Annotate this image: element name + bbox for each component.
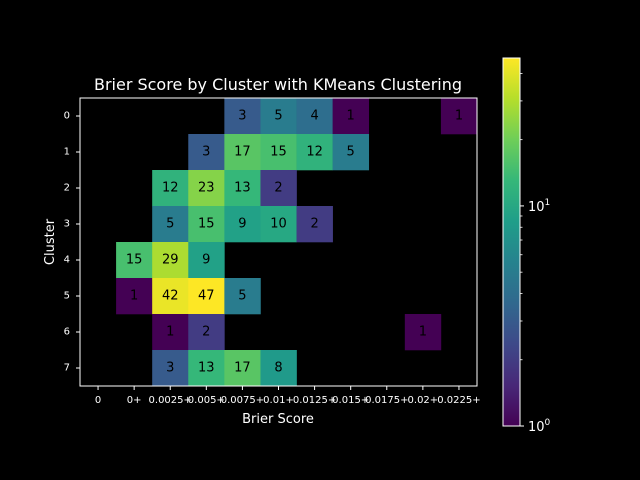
x-tick-label: 0.0075+ bbox=[221, 395, 264, 406]
colorbar-tick-label: 100 bbox=[528, 418, 551, 435]
heatmap-cell bbox=[332, 134, 370, 171]
cell-value-label: 5 bbox=[347, 145, 355, 160]
y-tick-label: 5 bbox=[64, 291, 70, 302]
heatmap-cell bbox=[188, 170, 225, 207]
heatmap-cell bbox=[440, 98, 478, 135]
heatmap-cell bbox=[152, 350, 189, 387]
colorbar-tick-label: 101 bbox=[528, 198, 550, 215]
cell-value-label: 8 bbox=[274, 361, 282, 376]
heatmap-cell bbox=[152, 170, 189, 207]
colorbar: 100 101 bbox=[502, 57, 551, 435]
cell-value-label: 13 bbox=[234, 181, 251, 196]
x-tick-label: 0.0225+ bbox=[437, 395, 480, 406]
heatmap-cell bbox=[188, 278, 225, 315]
heatmap-cell bbox=[152, 242, 189, 279]
heatmap-cell bbox=[332, 98, 370, 135]
x-tick-label: 0.005+ bbox=[188, 395, 225, 406]
heatmap-cell bbox=[260, 350, 297, 387]
cell-value-label: 15 bbox=[270, 145, 287, 160]
heatmap-cell bbox=[188, 134, 225, 171]
cell-value-label: 23 bbox=[198, 181, 215, 196]
heatmap-cell bbox=[224, 350, 261, 387]
heatmap-cell bbox=[296, 206, 333, 243]
y-tick-label: 2 bbox=[64, 183, 70, 194]
plot-area: 3 5 4 1 13 17 15 12 512 23 13 25 15 9 10 215 29 91 42 47 51 2… bbox=[116, 98, 478, 387]
cell-value-label: 1 bbox=[419, 325, 427, 340]
heatmap-cell bbox=[188, 206, 225, 243]
y-tick-label: 6 bbox=[64, 327, 70, 338]
cell-value-label: 3 bbox=[166, 361, 174, 376]
heatmap-cell bbox=[188, 242, 225, 279]
heatmap-cell bbox=[116, 278, 153, 315]
x-tick-label: 0.0125+ bbox=[293, 395, 336, 406]
cell-value-label: 29 bbox=[162, 253, 179, 268]
cell-value-label: 17 bbox=[234, 145, 251, 160]
cell-value-label: 5 bbox=[274, 109, 282, 124]
cell-value-label: 1 bbox=[347, 109, 355, 124]
y-tick-label: 4 bbox=[64, 255, 70, 266]
cell-value-label: 42 bbox=[162, 289, 179, 304]
heatmap-cell bbox=[188, 314, 225, 351]
y-tick-label: 1 bbox=[64, 147, 70, 158]
heatmap-cell bbox=[224, 98, 261, 135]
cell-value-label: 1 bbox=[455, 109, 463, 124]
y-tick-label: 7 bbox=[64, 363, 70, 374]
x-tick-label: 0.0175+ bbox=[365, 395, 408, 406]
heatmap-cell bbox=[116, 242, 153, 279]
heatmap-cell bbox=[260, 134, 297, 171]
heatmap-cell bbox=[260, 98, 297, 135]
chart-title: Brier Score by Cluster with KMeans Clust… bbox=[94, 75, 462, 94]
x-axis: 0 0+ 0.0025+0.005+0.0075+ 0.01+ 0.0125+0.015… bbox=[95, 386, 481, 406]
colorbar-gradient bbox=[503, 58, 520, 426]
cell-value-label: 17 bbox=[234, 361, 251, 376]
cell-value-label: 5 bbox=[238, 289, 246, 304]
cell-value-label: 1 bbox=[166, 325, 174, 340]
cell-value-label: 1 bbox=[130, 289, 138, 304]
cell-value-label: 3 bbox=[202, 145, 210, 160]
heatmap-cell bbox=[260, 170, 297, 207]
x-tick-label: 0.0025+ bbox=[149, 395, 192, 406]
y-axis-label: Cluster bbox=[43, 218, 58, 265]
cell-value-label: 12 bbox=[306, 145, 323, 160]
cell-value-label: 13 bbox=[198, 361, 215, 376]
x-tick-label: 0.02+ bbox=[408, 395, 439, 406]
cell-value-label: 47 bbox=[198, 289, 215, 304]
x-tick-label: 0.015+ bbox=[332, 395, 369, 406]
cell-value-label: 15 bbox=[126, 253, 143, 268]
heatmap-cell bbox=[152, 314, 189, 351]
cell-value-label: 15 bbox=[198, 217, 215, 232]
cell-value-label: 10 bbox=[270, 217, 287, 232]
heatmap-cell bbox=[260, 206, 297, 243]
x-tick-label: 0.01+ bbox=[263, 395, 294, 406]
y-axis: 0 1 2 3 4 5 6 7 bbox=[64, 111, 80, 374]
cell-value-label: 5 bbox=[166, 217, 174, 232]
heatmap-cell bbox=[224, 134, 261, 171]
cell-value-label: 4 bbox=[310, 109, 318, 124]
x-tick-label: 0+ bbox=[127, 395, 142, 406]
y-tick-label: 0 bbox=[64, 111, 70, 122]
heatmap-cell bbox=[404, 314, 442, 351]
heatmap-cell bbox=[224, 278, 261, 315]
cell-value-label: 3 bbox=[238, 109, 246, 124]
y-tick-label: 3 bbox=[64, 219, 70, 230]
heatmap-cell bbox=[152, 206, 189, 243]
heatmap-cell bbox=[296, 98, 333, 135]
cell-value-label: 2 bbox=[274, 181, 282, 196]
cell-value-label: 9 bbox=[238, 217, 246, 232]
cell-value-label: 12 bbox=[162, 181, 179, 196]
x-axis-label: Brier Score bbox=[242, 412, 314, 427]
heatmap-cell bbox=[224, 170, 261, 207]
heatmap-cell bbox=[224, 206, 261, 243]
cell-value-label: 9 bbox=[202, 253, 210, 268]
heatmap-cell bbox=[188, 350, 225, 387]
cell-value-label: 2 bbox=[310, 217, 318, 232]
x-tick-label: 0 bbox=[95, 395, 101, 406]
heatmap-cell bbox=[296, 134, 333, 171]
colorbar-frame bbox=[502, 57, 521, 427]
heatmap-cell bbox=[152, 278, 189, 315]
cell-value-label: 2 bbox=[202, 325, 210, 340]
